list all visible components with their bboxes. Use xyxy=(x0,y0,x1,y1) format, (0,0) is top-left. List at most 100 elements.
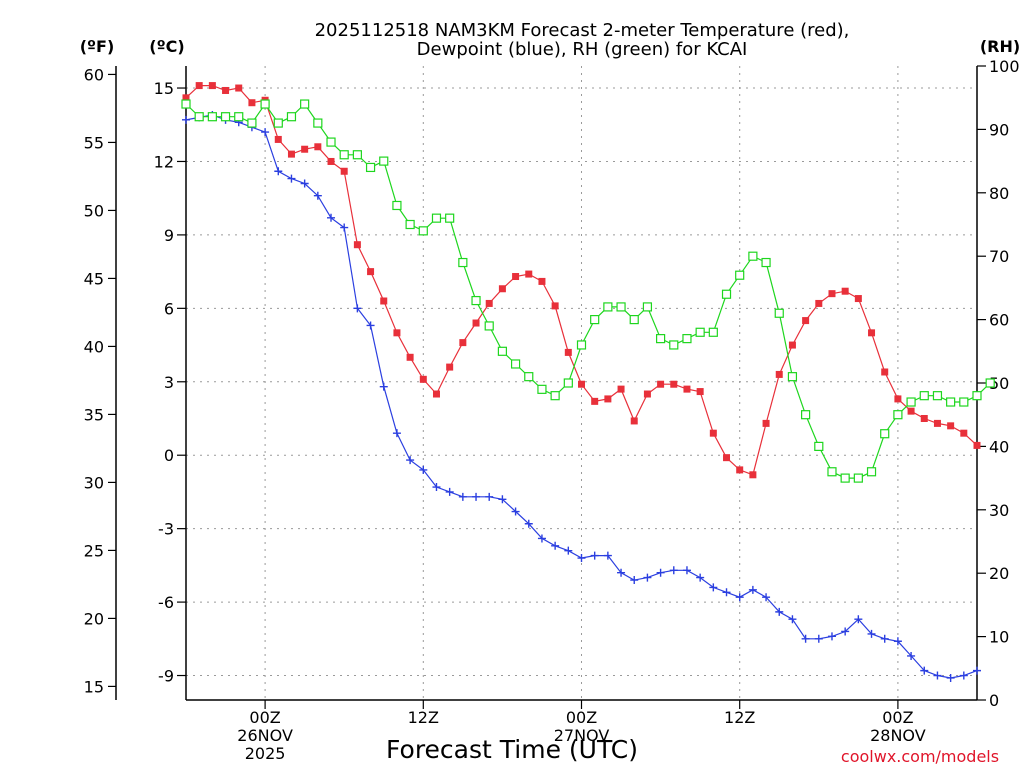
dewpoint-point xyxy=(933,671,942,680)
rh-point xyxy=(840,473,850,483)
x-tick-label: 00Z xyxy=(566,708,597,727)
rh-point xyxy=(959,397,969,407)
rh-point xyxy=(260,99,270,109)
celsius-tick-label: 6 xyxy=(164,299,174,318)
rh-tick-label: 100 xyxy=(989,57,1020,76)
dewpoint-point xyxy=(762,593,771,602)
temperature-point xyxy=(604,395,612,403)
rh-point xyxy=(563,378,573,388)
rh-point xyxy=(405,219,415,230)
axes xyxy=(108,65,986,709)
dewpoint-point xyxy=(867,629,876,638)
celsius-tick-label: -6 xyxy=(158,593,174,612)
rh-point xyxy=(484,321,494,331)
dewpoint-point xyxy=(946,673,955,682)
rh-point xyxy=(801,410,811,420)
tick-labels: 15129630-3-6-960555045403530252015100908… xyxy=(84,57,1020,763)
rh-point xyxy=(669,340,679,350)
temperature-point xyxy=(802,317,810,325)
temperature-point xyxy=(907,407,915,415)
fahrenheit-tick-label: 20 xyxy=(84,609,104,628)
temperature-point xyxy=(617,385,625,393)
chart-title-line2: Dewpoint (blue), RH (green) for KCAI xyxy=(417,39,748,60)
dewpoint-point xyxy=(406,456,415,465)
rh-point xyxy=(220,112,231,122)
rh-point xyxy=(550,391,560,401)
dewpoint-point xyxy=(577,554,586,563)
dewpoint-point xyxy=(498,495,507,504)
dewpoint-point xyxy=(287,174,296,183)
rh-point xyxy=(642,302,653,312)
temperature-point xyxy=(380,297,388,305)
x-tick-label: 00Z xyxy=(249,708,280,727)
dewpoint-point xyxy=(551,541,560,550)
rh-point xyxy=(273,118,283,128)
rh-point xyxy=(814,441,824,451)
dewpoint-point xyxy=(274,167,283,176)
temperature-point xyxy=(406,353,414,361)
rh-point xyxy=(985,378,995,388)
celsius-tick-label: 15 xyxy=(154,79,174,98)
dewpoint-point xyxy=(748,585,757,594)
rh-point xyxy=(207,112,217,122)
temperature-point xyxy=(841,287,849,295)
rh-point xyxy=(392,200,402,211)
dewpoint-point xyxy=(854,615,863,624)
temperature-point xyxy=(287,150,295,158)
rh-point xyxy=(708,327,718,337)
dewpoint-point xyxy=(564,546,573,555)
rh-point xyxy=(721,289,732,299)
rh-tick-label: 90 xyxy=(989,120,1009,139)
temperature-point xyxy=(762,419,770,427)
temperature-point xyxy=(485,299,493,307)
chart-title-line1: 2025112518 NAM3KM Forecast 2-meter Tempe… xyxy=(315,20,850,41)
dewpoint-point xyxy=(907,651,916,660)
rh-point xyxy=(194,112,204,122)
rh-point xyxy=(537,384,547,394)
temperature-point xyxy=(630,417,638,425)
temperature-point xyxy=(195,82,203,90)
fahrenheit-tick-label: 35 xyxy=(84,405,104,424)
rh-point xyxy=(932,391,943,401)
fahrenheit-tick-label: 45 xyxy=(84,269,104,288)
x-tick-label: 27NOV xyxy=(554,726,610,745)
celsius-tick-label: 12 xyxy=(154,152,174,171)
dewpoint-point xyxy=(617,568,626,577)
temperature-point xyxy=(182,94,190,102)
rh-tick-label: 80 xyxy=(989,184,1009,203)
rh-point xyxy=(300,99,310,109)
temperature-point xyxy=(274,135,282,143)
rh-point xyxy=(590,315,600,325)
dewpoint-point xyxy=(313,191,322,200)
dewpoint-point xyxy=(722,588,731,597)
temperature-point xyxy=(367,268,375,276)
temperature-point xyxy=(446,363,454,371)
rh-point xyxy=(629,315,639,325)
dewpoint-point xyxy=(603,551,612,560)
rh-tick-label: 60 xyxy=(989,311,1009,330)
dewpoint-point xyxy=(630,576,639,585)
rh-point xyxy=(748,251,758,261)
rh-point xyxy=(695,327,705,337)
celsius-axis-unit: (ºC) xyxy=(149,37,184,56)
temperature-point xyxy=(353,241,361,249)
fahrenheit-tick-label: 60 xyxy=(84,65,104,84)
rh-point xyxy=(418,226,428,236)
temperature-point xyxy=(301,145,309,153)
temperature-point xyxy=(670,380,678,388)
x-tick-label: 12Z xyxy=(724,708,755,727)
fahrenheit-tick-label: 50 xyxy=(84,201,104,220)
fahrenheit-axis-unit: (ºF) xyxy=(80,37,115,56)
temperature-point xyxy=(775,370,783,378)
rh-point xyxy=(827,467,837,477)
rh-point xyxy=(445,213,455,223)
dewpoint-point xyxy=(959,671,968,680)
dewpoint-point xyxy=(709,583,718,592)
dewpoint-point xyxy=(485,492,494,501)
temperature-point xyxy=(578,380,585,388)
temperature-point xyxy=(248,99,256,107)
temperature-point xyxy=(854,295,862,303)
temperature-point xyxy=(314,143,322,151)
dewpoint-point xyxy=(656,568,665,577)
temperature-point xyxy=(459,339,467,347)
